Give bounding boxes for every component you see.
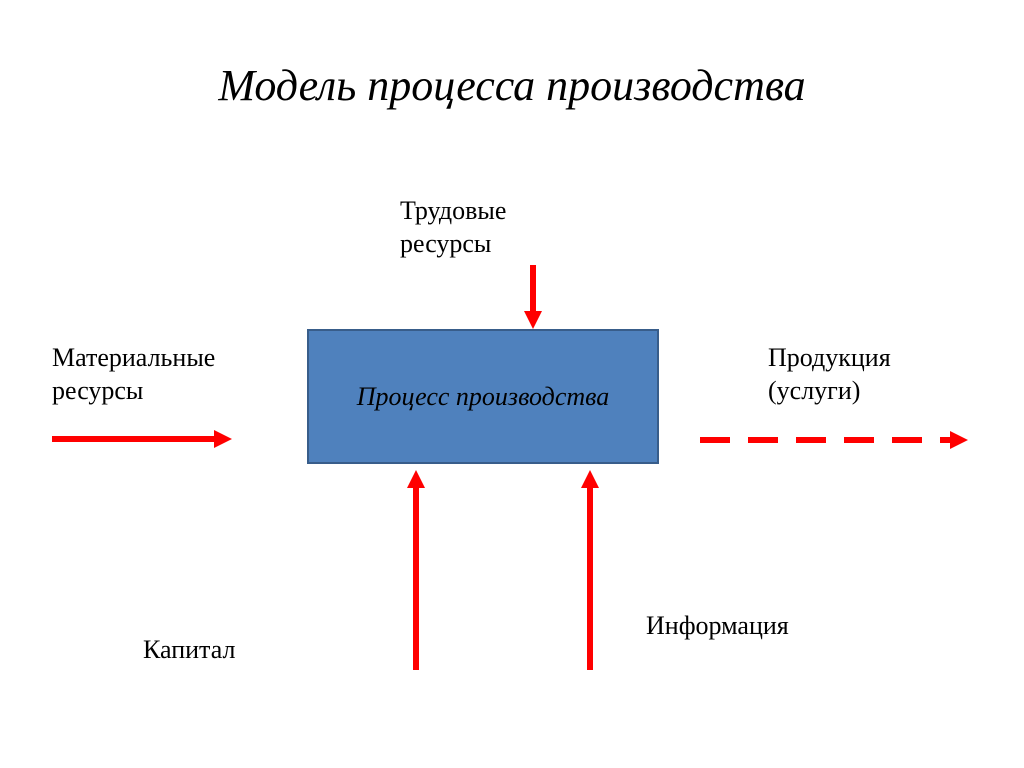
label-top-line2: ресурсы (400, 229, 491, 258)
label-left: Материальные ресурсы (52, 342, 215, 407)
label-top: Трудовые ресурсы (400, 195, 506, 260)
label-bottom-left: Капитал (143, 634, 235, 667)
label-left-line1: Материальные (52, 343, 215, 372)
process-box-label: Процесс производства (357, 382, 610, 412)
label-top-line1: Трудовые (400, 196, 506, 225)
process-box: Процесс производства (307, 329, 659, 464)
label-right-line1: Продукция (768, 343, 891, 372)
label-right-line2: (услуги) (768, 376, 860, 405)
label-bottom-right-line1: Информация (646, 611, 789, 640)
label-bottom-right: Информация (646, 610, 789, 643)
label-right: Продукция (услуги) (768, 342, 891, 407)
label-left-line2: ресурсы (52, 376, 143, 405)
label-bottom-left-line1: Капитал (143, 635, 235, 664)
diagram-title: Модель процесса производства (0, 60, 1024, 111)
